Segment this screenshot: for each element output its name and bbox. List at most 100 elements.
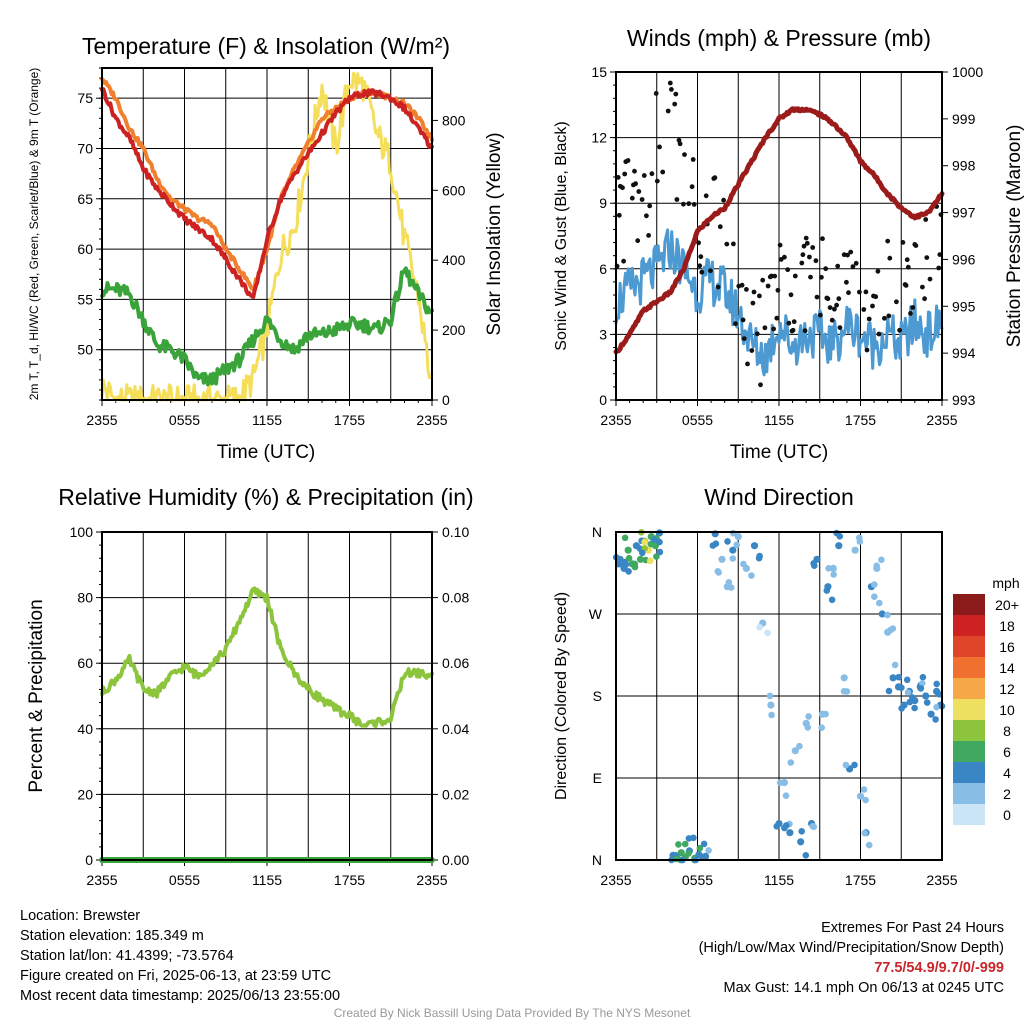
temp-ytick-label: 55 bbox=[77, 291, 93, 307]
direction-point bbox=[895, 673, 902, 681]
direction-point bbox=[823, 587, 831, 594]
gust-point bbox=[741, 336, 747, 341]
direction-point bbox=[727, 584, 735, 591]
temp-xtick-label: 2355 bbox=[416, 412, 447, 428]
gust-point bbox=[786, 320, 792, 326]
direction-point bbox=[818, 724, 825, 731]
gust-point bbox=[910, 305, 916, 310]
direction-point bbox=[843, 688, 851, 695]
wind-ytick-label: 15 bbox=[591, 64, 607, 80]
gust-point bbox=[772, 273, 778, 279]
gust-point bbox=[657, 144, 662, 150]
gust-point bbox=[771, 326, 776, 332]
gust-point bbox=[641, 173, 647, 178]
rh-ytick-label: 100 bbox=[70, 524, 94, 540]
gust-point bbox=[721, 197, 726, 203]
gust-point bbox=[744, 287, 749, 292]
gust-point bbox=[861, 307, 867, 312]
legend-swatch bbox=[953, 783, 985, 804]
gust-point bbox=[886, 313, 892, 319]
dir-xtick-label: 0555 bbox=[682, 872, 713, 888]
direction-point bbox=[802, 852, 810, 859]
dir-ytick-label: S bbox=[593, 688, 602, 704]
direction-point bbox=[932, 716, 939, 723]
gust-point bbox=[808, 274, 813, 280]
direction-point bbox=[615, 560, 623, 568]
direction-point bbox=[836, 533, 844, 540]
direction-point bbox=[862, 796, 869, 804]
gust-point bbox=[903, 283, 909, 288]
direction-point bbox=[656, 548, 664, 556]
direction-point bbox=[904, 689, 912, 696]
gust-point bbox=[731, 241, 736, 247]
wind-ytick-label: 9 bbox=[599, 195, 607, 211]
gust-point bbox=[845, 252, 850, 258]
rh-ytick-right-label: 0.06 bbox=[442, 655, 469, 671]
gust-point bbox=[774, 315, 780, 321]
gust-point bbox=[873, 294, 879, 300]
direction-point bbox=[805, 713, 812, 720]
gust-point bbox=[751, 289, 757, 295]
gust-point bbox=[835, 263, 841, 269]
temp-ytick-right-label: 600 bbox=[442, 182, 466, 198]
direction-point bbox=[650, 536, 658, 543]
gust-point bbox=[689, 184, 695, 190]
direction-point bbox=[810, 560, 817, 567]
gust-point bbox=[660, 169, 666, 175]
direction-point bbox=[828, 596, 836, 604]
direction-point bbox=[829, 564, 837, 573]
gust-point bbox=[644, 213, 649, 219]
winds-panel: Winds (mph) & Pressure (mb) 0 3 6 9 12 15 993 99… bbox=[553, 25, 1024, 463]
direction-point bbox=[822, 710, 829, 718]
rh-ytick-label: 20 bbox=[77, 786, 93, 802]
direction-point bbox=[755, 554, 763, 562]
direction-panel: Wind Direction N E S W N 2355 0555 1155 1755 2355 D… bbox=[553, 484, 1020, 888]
dir-ytick-label: N bbox=[592, 852, 602, 868]
latlon-text: Station lat/lon: 41.4399; -73.5764 bbox=[20, 948, 234, 964]
direction-point bbox=[933, 680, 940, 688]
temp-ytick-right-label: 200 bbox=[442, 322, 466, 338]
gust-point bbox=[829, 317, 835, 323]
direction-point bbox=[646, 557, 654, 565]
gust-point bbox=[696, 240, 701, 246]
direction-point bbox=[835, 542, 843, 550]
gust-point bbox=[739, 282, 745, 288]
gust-point bbox=[629, 195, 635, 201]
rh-ytick-right-label: 0.10 bbox=[442, 524, 469, 540]
gust-point bbox=[654, 178, 660, 184]
rh-ytick-right-label: 0.00 bbox=[442, 852, 469, 868]
direction-point bbox=[624, 546, 632, 554]
wind-ytick-label: 6 bbox=[599, 261, 607, 277]
direction-point bbox=[730, 529, 737, 537]
gust-point bbox=[672, 101, 678, 107]
direction-point bbox=[782, 792, 790, 799]
direction-point bbox=[675, 841, 682, 848]
direction-point bbox=[804, 724, 812, 731]
gust-point bbox=[765, 283, 771, 289]
dir-xtick-label: 2355 bbox=[926, 872, 957, 888]
gust-point bbox=[750, 300, 756, 306]
gust-point bbox=[870, 303, 875, 309]
direction-point bbox=[696, 844, 704, 852]
direction-point bbox=[631, 563, 639, 571]
gust-point bbox=[649, 171, 655, 177]
direction-point bbox=[656, 538, 663, 546]
winds-ylabel-right: Station Pressure (Maroon) bbox=[1004, 125, 1024, 348]
legend-label: 10 bbox=[999, 702, 1015, 718]
gust-point bbox=[807, 254, 812, 260]
direction-point bbox=[787, 759, 795, 766]
rh-xtick-label: 2355 bbox=[416, 872, 447, 888]
gust-point bbox=[745, 361, 750, 367]
legend-title: mph bbox=[992, 575, 1019, 591]
temp-ytick-label: 50 bbox=[77, 342, 93, 358]
gust-point bbox=[834, 302, 839, 308]
gust-point bbox=[717, 224, 723, 230]
legend-swatch bbox=[953, 594, 985, 615]
gust-point bbox=[749, 348, 755, 353]
gust-point bbox=[757, 293, 762, 299]
direction-ylabel: Direction (Colored By Speed) bbox=[553, 592, 570, 800]
direction-point bbox=[718, 555, 726, 563]
legend-label: 18 bbox=[999, 618, 1015, 634]
direction-point bbox=[830, 571, 837, 578]
direction-point bbox=[740, 560, 747, 568]
